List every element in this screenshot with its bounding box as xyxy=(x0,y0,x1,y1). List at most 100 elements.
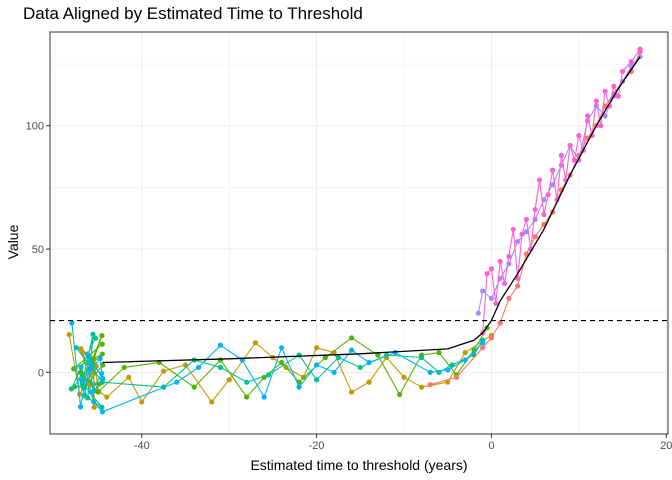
data-point xyxy=(501,280,508,287)
data-point xyxy=(99,351,105,357)
x-tick-label: 20 xyxy=(660,440,672,452)
data-point xyxy=(79,380,85,386)
data-point xyxy=(445,367,451,373)
data-point xyxy=(357,364,363,371)
data-point xyxy=(480,288,486,294)
data-point xyxy=(445,379,451,385)
data-point xyxy=(314,345,320,351)
data-point xyxy=(86,354,92,361)
data-point xyxy=(217,342,224,348)
data-point xyxy=(497,258,503,264)
data-point xyxy=(615,93,621,99)
data-point xyxy=(126,374,132,380)
data-point xyxy=(261,394,267,400)
data-point xyxy=(66,331,72,338)
data-point xyxy=(536,177,543,183)
data-point xyxy=(598,123,604,129)
data-point xyxy=(515,283,521,289)
data-point xyxy=(532,206,538,213)
data-point xyxy=(545,192,551,198)
data-point xyxy=(515,276,521,282)
data-point xyxy=(628,58,634,65)
data-point xyxy=(418,384,425,390)
x-tick-label: 0 xyxy=(488,440,494,452)
data-point xyxy=(427,382,433,388)
data-point xyxy=(493,300,499,306)
data-point xyxy=(296,352,302,358)
data-point xyxy=(497,320,503,326)
data-point xyxy=(427,369,433,375)
data-point xyxy=(69,320,75,326)
data-point xyxy=(78,364,84,370)
data-point xyxy=(436,350,442,356)
data-point xyxy=(85,395,91,401)
data-point xyxy=(348,335,355,341)
data-point xyxy=(523,216,529,223)
x-axis-label: Estimated time to threshold (years) xyxy=(250,457,468,473)
data-point xyxy=(480,345,486,351)
data-point xyxy=(95,389,101,395)
data-point xyxy=(217,364,224,371)
data-point xyxy=(99,379,106,385)
data-point xyxy=(488,266,495,272)
fit-line xyxy=(102,56,641,364)
data-point xyxy=(375,352,381,358)
data-point xyxy=(366,359,372,366)
data-point xyxy=(68,386,74,392)
data-point xyxy=(532,234,538,240)
data-point xyxy=(484,271,490,277)
data-point xyxy=(161,368,167,374)
y-axis-label: Value xyxy=(5,224,21,260)
data-point xyxy=(97,355,103,362)
data-point xyxy=(139,399,145,405)
data-point xyxy=(418,354,425,361)
data-point xyxy=(523,251,529,257)
data-point xyxy=(331,369,337,375)
data-point xyxy=(195,364,202,371)
data-point xyxy=(252,340,259,346)
data-point xyxy=(77,404,84,410)
data-point xyxy=(121,364,127,371)
data-point xyxy=(571,157,578,163)
data-point xyxy=(401,374,407,380)
data-point xyxy=(541,211,547,218)
data-point xyxy=(314,377,320,383)
data-point xyxy=(92,335,98,341)
data-point xyxy=(471,347,477,353)
data-point xyxy=(71,366,77,372)
data-point xyxy=(348,347,355,353)
data-point xyxy=(506,295,512,301)
data-point xyxy=(576,132,582,139)
data-point xyxy=(488,295,495,301)
data-point xyxy=(392,350,398,356)
data-point xyxy=(602,113,608,119)
y-tick-label: 100 xyxy=(26,121,44,133)
data-point xyxy=(99,333,105,339)
x-tick-label: -20 xyxy=(309,440,325,452)
data-point xyxy=(510,226,516,232)
data-point xyxy=(99,341,105,347)
axes: -40 -20 0 20 0 50 100 xyxy=(26,31,672,452)
series-line xyxy=(71,322,484,413)
data-point xyxy=(99,409,106,415)
data-point xyxy=(314,362,320,368)
data-point xyxy=(265,372,272,378)
data-point xyxy=(209,399,215,405)
data-point xyxy=(244,379,250,385)
data-series xyxy=(66,46,643,415)
data-point xyxy=(558,152,564,158)
data-point xyxy=(366,379,372,385)
y-tick-label: 0 xyxy=(38,367,44,379)
data-point xyxy=(593,98,599,104)
data-point xyxy=(550,182,556,188)
data-point xyxy=(91,404,97,410)
data-point xyxy=(322,354,328,361)
data-point xyxy=(174,379,180,385)
data-point xyxy=(335,354,342,361)
data-point xyxy=(99,404,105,410)
data-point xyxy=(77,369,84,375)
data-point xyxy=(104,394,110,400)
data-point xyxy=(244,394,250,400)
data-point xyxy=(519,231,525,237)
